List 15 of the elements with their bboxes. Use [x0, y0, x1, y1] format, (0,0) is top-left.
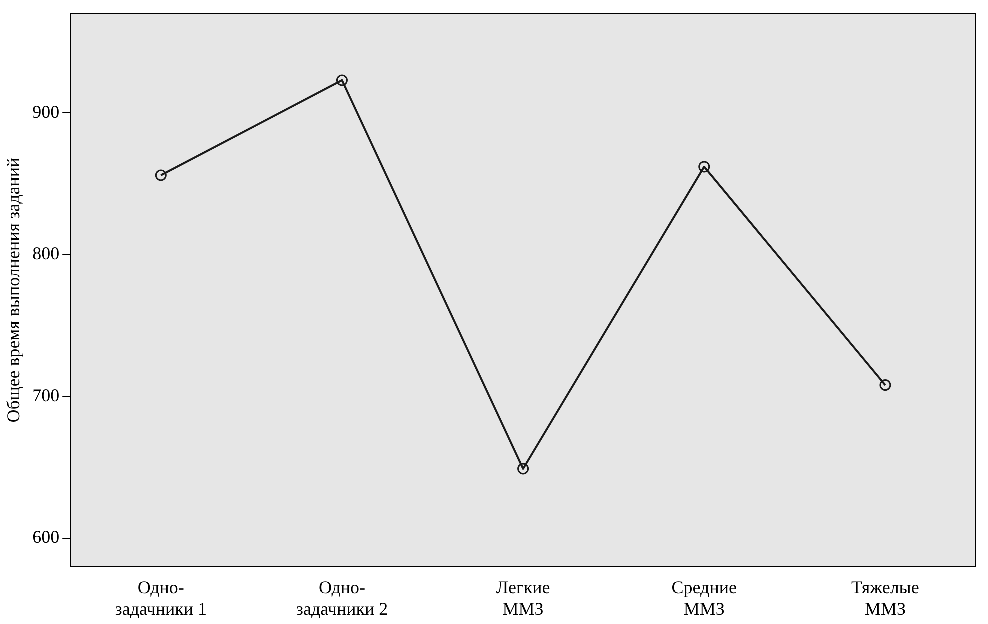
x-tick-label: Одно- задачники 1	[115, 577, 208, 619]
point	[880, 380, 892, 392]
x-tick-label: Тяжелые ММЗ	[852, 577, 920, 619]
x-tick-label: Легкие ММЗ	[496, 577, 550, 619]
point	[518, 463, 530, 475]
y-tick-label: 600	[32, 527, 60, 548]
x-tick-label: Одно- задачники 2	[296, 577, 388, 619]
x-tick-label: Средние ММЗ	[672, 577, 737, 619]
y-tick-label: 800	[32, 244, 60, 264]
point	[698, 161, 710, 173]
y-axis-title: Общее время выполнения заданий	[4, 157, 24, 423]
y-tick-label: 700	[32, 385, 60, 406]
point	[336, 74, 348, 86]
point	[155, 170, 167, 182]
y-tick-label: 900	[32, 102, 60, 122]
